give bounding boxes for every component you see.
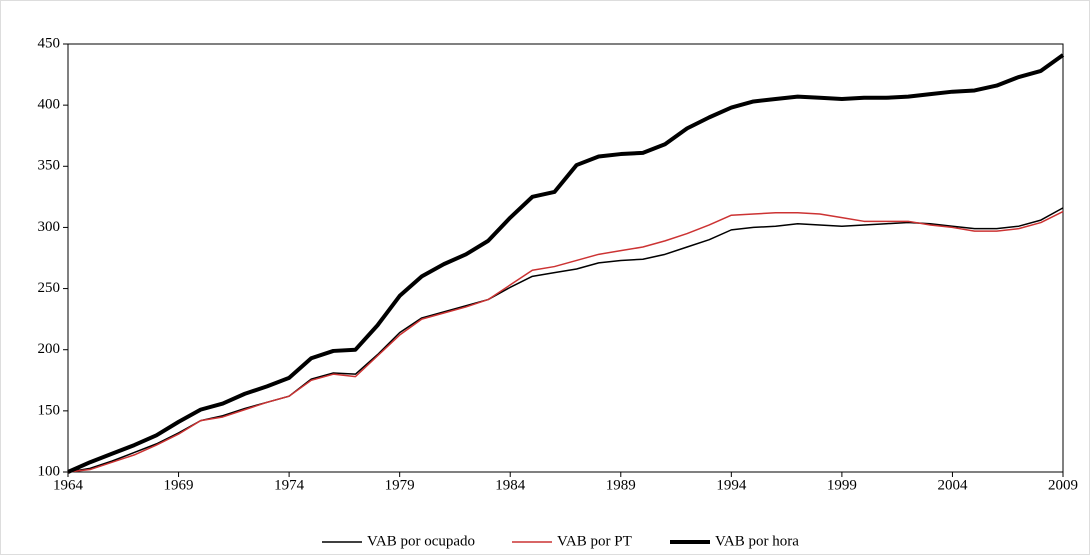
x-tick-label: 1994 <box>716 477 747 493</box>
y-tick-label: 200 <box>38 341 61 357</box>
x-tick-label: 1989 <box>606 477 636 493</box>
legend-label: VAB por ocupado <box>367 533 475 549</box>
x-tick-label: 1999 <box>827 477 857 493</box>
x-tick-label: 1979 <box>385 477 415 493</box>
series-line <box>67 53 1065 474</box>
legend-label: VAB por hora <box>715 533 799 549</box>
legend-label: VAB por PT <box>557 533 632 549</box>
series-line <box>67 207 1064 473</box>
y-tick-label: 400 <box>38 97 61 113</box>
plot-frame <box>67 43 1064 473</box>
x-tick-label: 2004 <box>937 477 968 493</box>
series-line <box>67 210 1064 473</box>
x-tick-label: 2009 <box>1048 477 1078 493</box>
x-tick-label: 1969 <box>164 477 194 493</box>
y-tick-label: 350 <box>38 158 61 174</box>
x-tick-label: 1964 <box>53 477 84 493</box>
y-tick-label: 150 <box>38 402 61 418</box>
y-tick-label: 450 <box>38 35 61 51</box>
x-tick-label: 1974 <box>274 477 305 493</box>
y-tick-label: 250 <box>38 280 61 296</box>
x-tick-label: 1984 <box>495 477 526 493</box>
y-tick-label: 300 <box>38 219 61 235</box>
y-tick-label: 100 <box>38 463 61 479</box>
